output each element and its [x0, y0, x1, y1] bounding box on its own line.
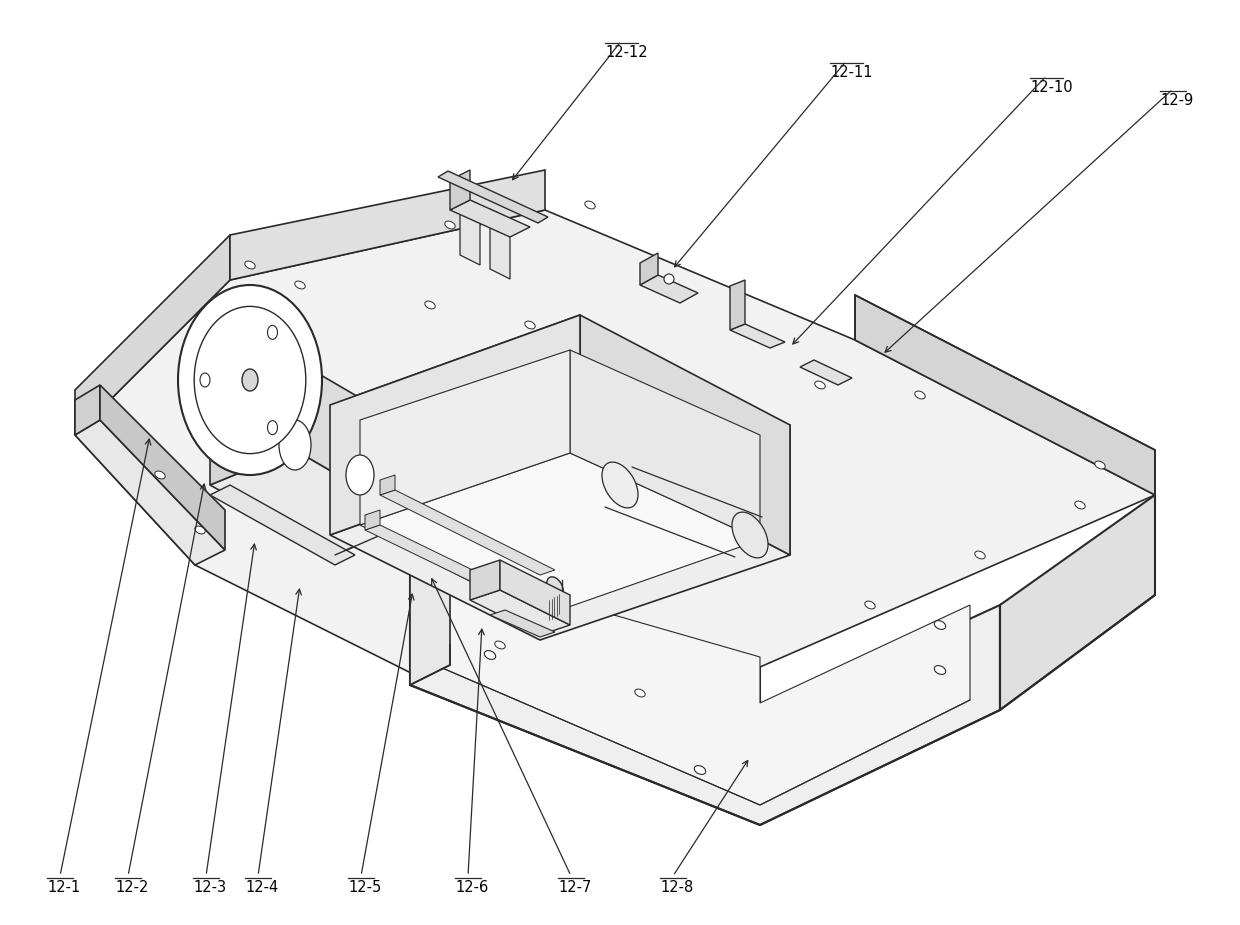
Ellipse shape: [1095, 461, 1105, 469]
Ellipse shape: [268, 326, 278, 339]
Polygon shape: [360, 350, 570, 525]
Ellipse shape: [425, 301, 435, 309]
Ellipse shape: [155, 471, 165, 479]
Ellipse shape: [694, 766, 706, 774]
Ellipse shape: [195, 306, 306, 453]
Ellipse shape: [663, 274, 675, 284]
Polygon shape: [100, 385, 224, 550]
Polygon shape: [730, 280, 745, 330]
Polygon shape: [210, 450, 415, 555]
Ellipse shape: [495, 641, 505, 649]
Polygon shape: [640, 275, 698, 303]
Ellipse shape: [445, 221, 455, 228]
Ellipse shape: [485, 650, 496, 660]
Polygon shape: [470, 590, 570, 635]
Ellipse shape: [547, 599, 563, 620]
Text: 12-9: 12-9: [1159, 93, 1193, 108]
Ellipse shape: [975, 551, 986, 559]
Ellipse shape: [585, 201, 595, 209]
Polygon shape: [330, 445, 790, 640]
Polygon shape: [438, 171, 548, 223]
Ellipse shape: [694, 381, 706, 388]
Text: 12-8: 12-8: [660, 880, 693, 895]
Ellipse shape: [268, 421, 278, 435]
Polygon shape: [229, 170, 546, 280]
Polygon shape: [365, 510, 379, 530]
Ellipse shape: [244, 261, 255, 269]
Polygon shape: [365, 525, 556, 615]
Ellipse shape: [485, 581, 495, 589]
Polygon shape: [210, 360, 295, 485]
Polygon shape: [425, 523, 450, 555]
Polygon shape: [570, 350, 760, 540]
Polygon shape: [410, 575, 999, 825]
Ellipse shape: [934, 666, 946, 674]
Polygon shape: [856, 295, 1154, 495]
Text: 12-12: 12-12: [605, 45, 647, 60]
Ellipse shape: [525, 321, 536, 329]
Text: 12-3: 12-3: [193, 880, 226, 895]
Polygon shape: [580, 315, 790, 555]
Polygon shape: [470, 560, 500, 600]
Polygon shape: [999, 495, 1154, 710]
Text: 12-4: 12-4: [246, 880, 278, 895]
Text: 12-7: 12-7: [558, 880, 591, 895]
Ellipse shape: [485, 590, 496, 599]
Ellipse shape: [934, 621, 946, 629]
Polygon shape: [74, 385, 100, 435]
Ellipse shape: [595, 531, 605, 539]
Ellipse shape: [279, 420, 311, 470]
Ellipse shape: [915, 391, 925, 399]
Polygon shape: [460, 195, 480, 265]
Polygon shape: [730, 324, 785, 348]
Text: 12-10: 12-10: [1030, 80, 1073, 95]
Polygon shape: [490, 610, 556, 637]
Text: 12-2: 12-2: [115, 880, 149, 895]
Ellipse shape: [547, 577, 563, 598]
Ellipse shape: [295, 281, 305, 289]
Polygon shape: [330, 315, 580, 535]
Text: 12-5: 12-5: [348, 880, 381, 895]
Ellipse shape: [179, 285, 322, 475]
Ellipse shape: [346, 455, 374, 495]
Polygon shape: [410, 555, 450, 685]
Polygon shape: [379, 475, 396, 495]
Ellipse shape: [732, 512, 768, 558]
Ellipse shape: [635, 689, 645, 697]
Polygon shape: [74, 420, 224, 565]
Polygon shape: [295, 360, 415, 520]
Polygon shape: [210, 485, 355, 565]
Ellipse shape: [1075, 501, 1085, 509]
Polygon shape: [500, 560, 570, 625]
Ellipse shape: [815, 381, 825, 388]
Polygon shape: [450, 170, 470, 210]
Polygon shape: [360, 453, 760, 617]
Polygon shape: [800, 360, 852, 385]
Polygon shape: [74, 210, 1154, 720]
Text: 12-1: 12-1: [47, 880, 81, 895]
Ellipse shape: [601, 462, 639, 508]
Ellipse shape: [635, 361, 645, 369]
Polygon shape: [379, 490, 556, 575]
Polygon shape: [74, 235, 229, 435]
Polygon shape: [410, 515, 450, 575]
Polygon shape: [490, 209, 510, 279]
Polygon shape: [450, 200, 529, 237]
Polygon shape: [440, 565, 970, 805]
Ellipse shape: [195, 526, 205, 534]
Text: 12-11: 12-11: [830, 65, 873, 80]
Ellipse shape: [200, 373, 210, 387]
Ellipse shape: [242, 369, 258, 391]
Polygon shape: [640, 253, 658, 285]
Ellipse shape: [864, 601, 875, 609]
Text: 12-6: 12-6: [455, 880, 489, 895]
